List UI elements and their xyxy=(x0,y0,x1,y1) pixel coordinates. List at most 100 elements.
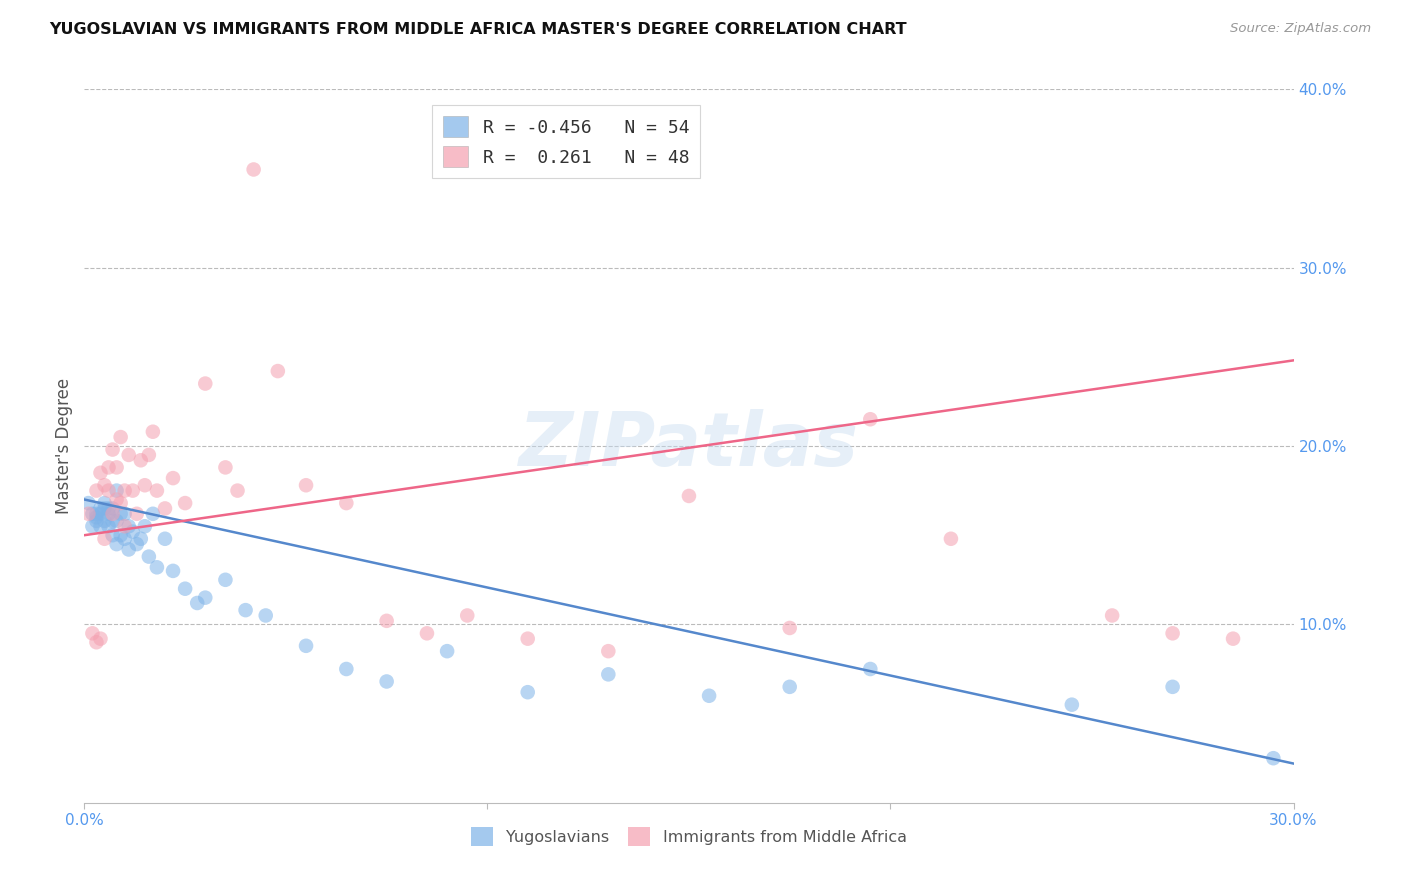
Text: YUGOSLAVIAN VS IMMIGRANTS FROM MIDDLE AFRICA MASTER'S DEGREE CORRELATION CHART: YUGOSLAVIAN VS IMMIGRANTS FROM MIDDLE AF… xyxy=(49,22,907,37)
Point xyxy=(114,507,136,521)
Point xyxy=(101,528,124,542)
Point xyxy=(456,608,478,623)
Point xyxy=(254,608,277,623)
Point xyxy=(118,542,141,557)
Text: Source: ZipAtlas.com: Source: ZipAtlas.com xyxy=(1230,22,1371,36)
Point xyxy=(86,507,108,521)
Point xyxy=(138,549,160,564)
Point xyxy=(121,524,143,539)
Point xyxy=(86,510,108,524)
Point xyxy=(129,532,152,546)
Point xyxy=(86,483,108,498)
Point xyxy=(416,626,439,640)
Point xyxy=(105,492,128,507)
Point xyxy=(125,507,148,521)
Point xyxy=(110,507,132,521)
Point xyxy=(1222,632,1244,646)
Point xyxy=(105,514,128,528)
Point xyxy=(1161,626,1184,640)
Point xyxy=(82,519,104,533)
Point xyxy=(226,483,249,498)
Point xyxy=(97,519,120,533)
Point xyxy=(194,376,217,391)
Point xyxy=(1060,698,1083,712)
Point xyxy=(1263,751,1285,765)
Point xyxy=(121,483,143,498)
Point xyxy=(129,453,152,467)
Point xyxy=(194,591,217,605)
Point xyxy=(1161,680,1184,694)
Point xyxy=(146,483,169,498)
Point xyxy=(97,483,120,498)
Point xyxy=(97,507,120,521)
Point xyxy=(97,501,120,516)
Point xyxy=(142,507,165,521)
Point xyxy=(235,603,257,617)
Point xyxy=(101,442,124,457)
Point xyxy=(105,537,128,551)
Point xyxy=(939,532,962,546)
Point xyxy=(859,662,882,676)
Point xyxy=(86,514,108,528)
Point xyxy=(153,501,176,516)
Point xyxy=(82,626,104,640)
Y-axis label: Master's Degree: Master's Degree xyxy=(55,378,73,514)
Point xyxy=(153,532,176,546)
Point xyxy=(174,582,197,596)
Point xyxy=(89,466,111,480)
Point xyxy=(375,614,398,628)
Point xyxy=(89,519,111,533)
Point xyxy=(101,514,124,528)
Point xyxy=(125,537,148,551)
Point xyxy=(436,644,458,658)
Point xyxy=(678,489,700,503)
Point xyxy=(93,478,115,492)
Point xyxy=(93,532,115,546)
Point xyxy=(93,514,115,528)
Point xyxy=(114,483,136,498)
Point xyxy=(105,483,128,498)
Point xyxy=(105,460,128,475)
Legend: Yugoslavians, Immigrants from Middle Africa: Yugoslavians, Immigrants from Middle Afr… xyxy=(464,821,914,852)
Point xyxy=(267,364,290,378)
Point xyxy=(110,496,132,510)
Point xyxy=(110,430,132,444)
Point xyxy=(89,501,111,516)
Point xyxy=(214,460,236,475)
Point xyxy=(859,412,882,426)
Point xyxy=(110,528,132,542)
Point xyxy=(186,596,208,610)
Point xyxy=(82,507,104,521)
Point xyxy=(101,501,124,516)
Point xyxy=(134,478,156,492)
Point xyxy=(516,685,538,699)
Point xyxy=(146,560,169,574)
Point xyxy=(295,639,318,653)
Point xyxy=(162,471,184,485)
Point xyxy=(697,689,720,703)
Point xyxy=(97,460,120,475)
Point xyxy=(77,507,100,521)
Point xyxy=(1101,608,1123,623)
Point xyxy=(114,532,136,546)
Point xyxy=(89,632,111,646)
Point xyxy=(335,496,357,510)
Point xyxy=(101,507,124,521)
Point xyxy=(174,496,197,510)
Point xyxy=(295,478,318,492)
Point xyxy=(118,519,141,533)
Point xyxy=(598,644,620,658)
Point xyxy=(162,564,184,578)
Point xyxy=(779,621,801,635)
Point xyxy=(77,496,100,510)
Point xyxy=(779,680,801,694)
Point xyxy=(114,519,136,533)
Point xyxy=(214,573,236,587)
Point xyxy=(93,501,115,516)
Point xyxy=(516,632,538,646)
Point xyxy=(598,667,620,681)
Point xyxy=(335,662,357,676)
Point xyxy=(242,162,264,177)
Point xyxy=(89,507,111,521)
Point xyxy=(93,496,115,510)
